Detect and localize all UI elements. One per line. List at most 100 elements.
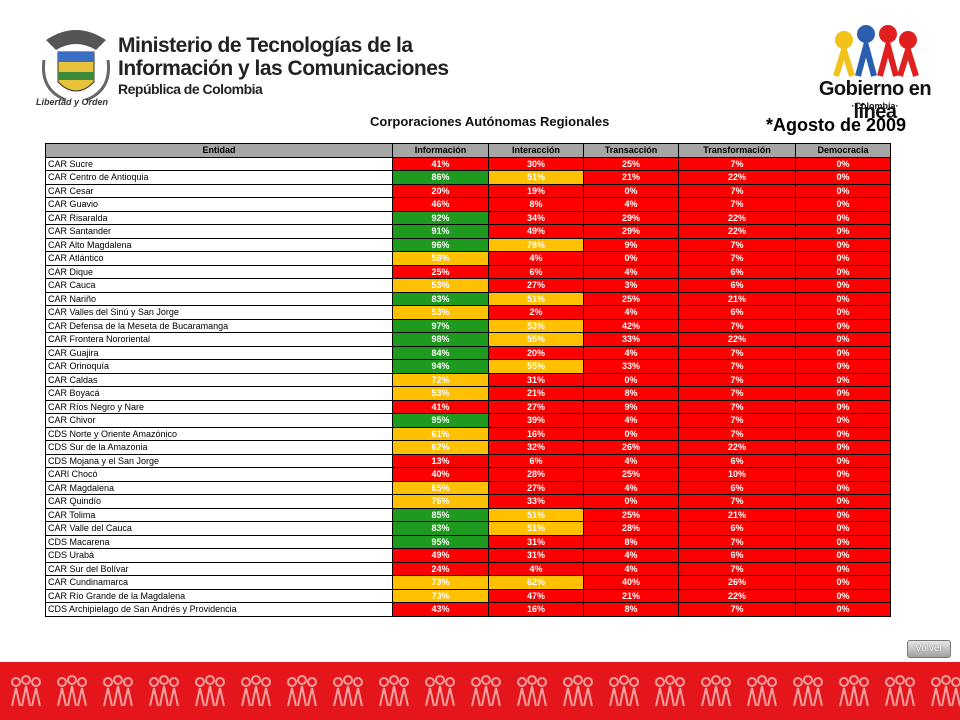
value-cell: 6% [488, 264, 584, 279]
table-row: CAR Boyacá 53% 21% 8% 7% 0% [45, 386, 891, 401]
value-cell: 4% [488, 251, 584, 266]
value-cell: 27% [488, 399, 584, 414]
value-cell: 0% [795, 332, 891, 347]
value-cell: 85% [392, 507, 489, 522]
table-row: CAR Cesar 20% 19% 0% 7% 0% [45, 183, 891, 198]
value-cell: 4% [583, 413, 679, 428]
table-row: CAR Magdalena 65% 27% 4% 6% 0% [45, 480, 891, 495]
date-label: *Agosto de 2009 [766, 115, 907, 135]
entity-cell: CDS Norte y Oriente Amazónico [45, 426, 393, 441]
entity-cell: CAR Sucre [45, 156, 393, 171]
value-cell: 25% [583, 507, 679, 522]
value-cell: 7% [678, 386, 796, 401]
value-cell: 0% [795, 359, 891, 374]
value-cell: 31% [488, 372, 584, 387]
entity-cell: CAR Risaralda [45, 210, 393, 225]
value-cell: 0% [795, 548, 891, 563]
value-cell: 0% [583, 183, 679, 198]
value-cell: 53% [392, 278, 489, 293]
value-cell: 21% [583, 170, 679, 185]
value-cell: 4% [583, 480, 679, 495]
value-cell: 8% [583, 602, 679, 617]
entity-cell: CAR Cauca [45, 278, 393, 293]
value-cell: 97% [392, 318, 489, 333]
table-row: CDS Norte y Oriente Amazónico 61% 16% 0% 7% 0… [45, 426, 891, 441]
value-cell: 0% [795, 453, 891, 468]
value-cell: 0% [583, 494, 679, 509]
table-row: CAR Alto Magdalena 96% 78% 9% 7% 0% [45, 237, 891, 252]
value-cell: 29% [583, 210, 679, 225]
value-cell: 0% [795, 345, 891, 360]
value-cell: 2% [488, 305, 584, 320]
table-row: CAR Sur del Bolívar 24% 4% 4% 7% 0% [45, 561, 891, 576]
brand-sub: ·Colombia· [851, 101, 899, 111]
table-row: CDS Mojana y el San Jorge 13% 6% 4% 6% 0% [45, 453, 891, 468]
entity-cell: CAR Valle del Cauca [45, 521, 393, 536]
ministry-name: Ministerio de Tecnologías de la Informac… [118, 34, 449, 98]
value-cell: 0% [795, 399, 891, 414]
entity-cell: CAR Quindío [45, 494, 393, 509]
value-cell: 96% [392, 237, 489, 252]
entity-cell: CDS Urabá [45, 548, 393, 563]
value-cell: 0% [795, 264, 891, 279]
ministry-line: Ministerio de Tecnologías de la [118, 34, 413, 57]
value-cell: 0% [795, 413, 891, 428]
value-cell: 19% [488, 183, 584, 198]
value-cell: 25% [392, 264, 489, 279]
value-cell: 41% [392, 156, 489, 171]
value-cell: 98% [392, 332, 489, 347]
value-cell: 73% [392, 588, 489, 603]
entity-cell: CAR Orinoquía [45, 359, 393, 374]
entity-cell: CDS Mojana y el San Jorge [45, 453, 393, 468]
ministry-line: República de Colombia [118, 81, 263, 97]
value-cell: 32% [488, 440, 584, 455]
value-cell: 22% [678, 440, 796, 455]
value-cell: 47% [488, 588, 584, 603]
table-row: CAR Orinoquía 94% 55% 33% 7% 0% [45, 359, 891, 374]
value-cell: 86% [392, 170, 489, 185]
table-row: CAR Dique 25% 6% 4% 6% 0% [45, 264, 891, 279]
value-cell: 21% [488, 386, 584, 401]
entity-cell: CAR Cundinamarca [45, 575, 393, 590]
table-row: CAR Río Grande de la Magdalena 73% 47% 21% 2… [45, 588, 891, 603]
value-cell: 7% [678, 561, 796, 576]
value-cell: 0% [795, 467, 891, 482]
value-cell: 95% [392, 413, 489, 428]
value-cell: 31% [488, 548, 584, 563]
value-cell: 83% [392, 521, 489, 536]
table-row: CAR Cundinamarca 73% 62% 40% 26% 0% [45, 575, 891, 590]
table-row: CDS Archipielago de San Andrés y Provide… [45, 602, 891, 617]
table-row: CAR Chivor 95% 39% 4% 7% 0% [45, 413, 891, 428]
value-cell: 30% [488, 156, 584, 171]
value-cell: 7% [678, 183, 796, 198]
value-cell: 4% [583, 453, 679, 468]
brand-name: Gobierno en línea [818, 78, 932, 123]
value-cell: 6% [678, 264, 796, 279]
value-cell: 53% [392, 386, 489, 401]
table-row: CAR Cauca 53% 27% 3% 6% 0% [45, 278, 891, 293]
value-cell: 95% [392, 534, 489, 549]
entity-cell: CAR Guavio [45, 197, 393, 212]
value-cell: 16% [488, 602, 584, 617]
value-cell: 78% [488, 237, 584, 252]
value-cell: 4% [583, 264, 679, 279]
value-cell: 9% [583, 237, 679, 252]
value-cell: 7% [678, 534, 796, 549]
value-cell: 41% [392, 399, 489, 414]
value-cell: 73% [392, 575, 489, 590]
table-row: CAR Centro de Antioquia 86% 51% 21% 22% 0% [45, 170, 891, 185]
column-header: Entidad [45, 143, 393, 158]
value-cell: 4% [583, 305, 679, 320]
value-cell: 76% [392, 494, 489, 509]
value-cell: 92% [392, 210, 489, 225]
value-cell: 25% [583, 291, 679, 306]
value-cell: 20% [488, 345, 584, 360]
value-cell: 0% [795, 237, 891, 252]
entity-cell: CAR Boyacá [45, 386, 393, 401]
value-cell: 7% [678, 602, 796, 617]
value-cell: 0% [795, 440, 891, 455]
value-cell: 49% [488, 224, 584, 239]
entity-cell: CAR Nariño [45, 291, 393, 306]
entity-cell: CAR Centro de Antioquia [45, 170, 393, 185]
back-button[interactable]: Volver [907, 640, 951, 658]
